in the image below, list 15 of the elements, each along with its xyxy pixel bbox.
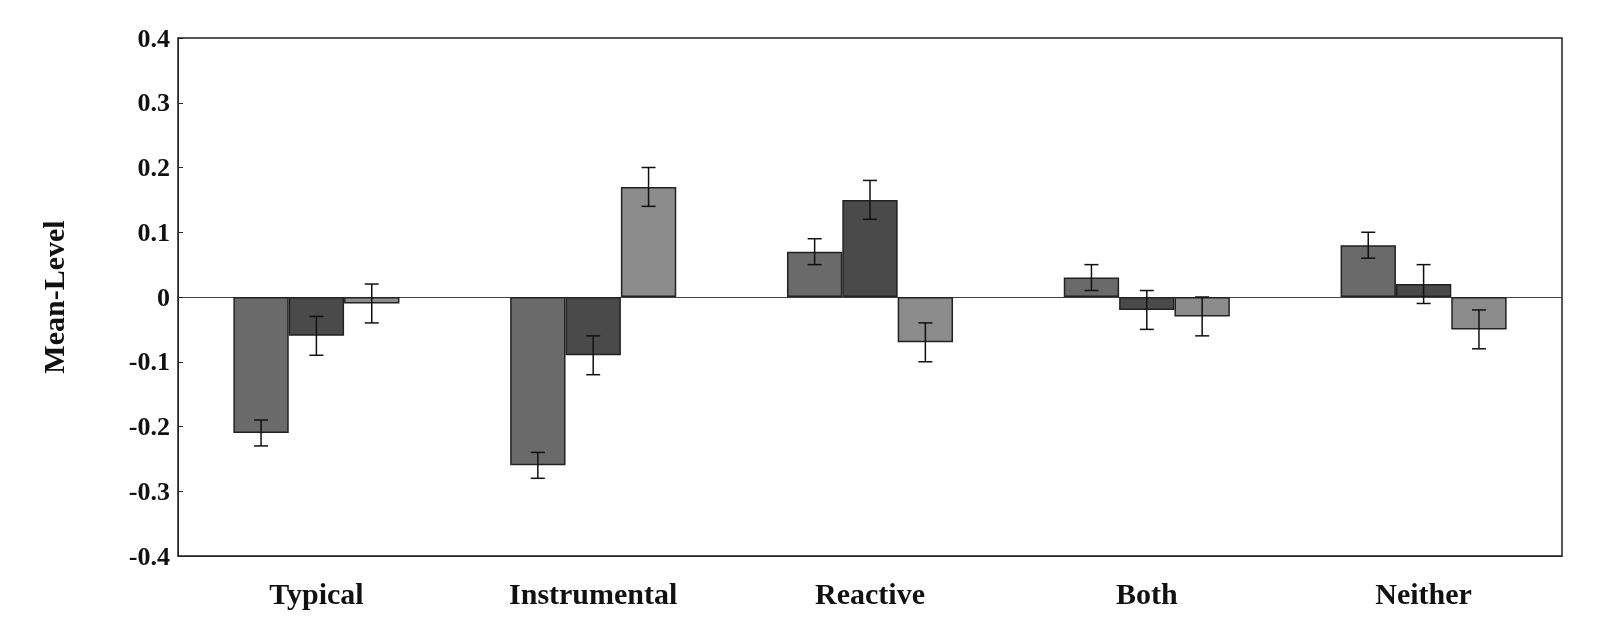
x-tick-label: Reactive	[815, 576, 925, 610]
y-tick-label: -0.4	[128, 541, 170, 571]
x-tick-label: Instrumental	[509, 576, 678, 610]
y-axis-title: Mean-Level	[36, 220, 70, 374]
y-tick-label: -0.2	[128, 412, 170, 441]
y-tick-label: -0.3	[128, 476, 170, 506]
y-tick-label: 0.4	[137, 23, 170, 53]
x-tick-label: Neither	[1375, 576, 1472, 610]
x-tick-label: Both	[1115, 576, 1178, 610]
y-tick-label: 0.1	[137, 217, 170, 247]
y-tick-label: -0.1	[128, 347, 170, 377]
y-tick-label: 0.2	[137, 153, 170, 182]
x-tick-label: Typical	[269, 576, 364, 610]
y-tick-label: 0	[157, 282, 170, 312]
y-tick-label: 0.3	[137, 88, 170, 118]
